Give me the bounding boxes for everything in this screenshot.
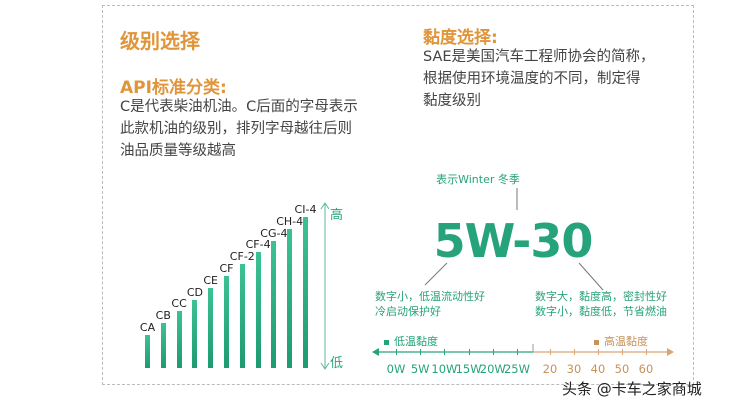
high-number-note: 数字大，黏度高，密封性好 数字小，黏度低，节省燃油: [535, 289, 667, 319]
axis-high-label: 高: [330, 208, 344, 223]
legend-square-icon: [594, 339, 599, 345]
tick-label: 20W: [479, 362, 506, 376]
text-line: 数字大，黏度高，密封性好: [535, 290, 667, 303]
scale-tick: [622, 349, 623, 355]
grade-label: CI-4: [294, 203, 317, 216]
grade-label: CB: [155, 309, 171, 323]
scale-tick: [468, 349, 470, 355]
scale-tick: [420, 349, 422, 355]
tick-label: 10W: [431, 362, 458, 376]
grade-bar: [271, 240, 277, 368]
text-line: 根据使用环境温度的不同，制定得: [423, 71, 641, 87]
watermark: 头条 @卡车之家商城: [562, 380, 702, 398]
text-line: 此款机油的级别，排列字母越往后则: [120, 121, 352, 137]
text-line: 油品质量等级越高: [120, 143, 236, 159]
grade-bar: [160, 323, 166, 368]
legend-label: 低温黏度: [394, 335, 438, 348]
grade-label: CF-2: [229, 250, 255, 264]
tick-label: 40: [590, 362, 606, 376]
sae-description: SAE是美国汽车工程师协会的简称， 根据使用环境温度的不同，制定得 黏度级别: [423, 46, 655, 112]
grade-label: CC: [171, 297, 187, 311]
scale-tick: [492, 349, 494, 355]
axis-low-label: 低: [330, 356, 344, 371]
grade-bar: [145, 335, 150, 368]
scale-tick: [550, 349, 551, 355]
legend-square-icon: [384, 339, 389, 345]
text-line: C是代表柴油机油。C后面的字母表示: [120, 99, 358, 115]
grade-bar: [287, 228, 293, 368]
scale-tick: [517, 349, 518, 355]
text-line: 黏度级别: [423, 93, 481, 109]
grade-label: CF: [219, 262, 234, 275]
grade-label: CH-4: [276, 214, 304, 228]
api-subtitle: API标准分类:: [120, 78, 227, 98]
grade-label: CF-4: [245, 238, 271, 252]
tick-label: 30: [566, 362, 582, 376]
text-line: SAE是美国汽车工程师协会的简称，: [423, 49, 655, 65]
grade-label: CE: [203, 273, 219, 287]
text-line: 数字小，黏度低，节省燃油: [535, 305, 667, 318]
grade-bar: [239, 264, 245, 368]
grade-label: CA: [139, 321, 156, 334]
scale-tick: [574, 349, 575, 355]
low-number-note: 数字小，低温流动性好 冷启动保护好: [375, 289, 485, 319]
tick-label: 25W: [503, 362, 531, 376]
grade-bar: [192, 299, 198, 368]
api-description: C是代表柴油机油。C后面的字母表示 此款机油的级别，排列字母越往后则 油品质量等…: [120, 96, 358, 162]
tick-label: 20: [542, 362, 558, 376]
viscosity-grade-code: 5W-30: [433, 214, 594, 268]
tick-label: 15W: [455, 362, 482, 376]
scale-tick: [646, 349, 647, 355]
grade-label: CG-4: [260, 226, 288, 240]
scale-tick: [396, 349, 397, 355]
quality-axis-arrow: [320, 202, 330, 370]
text-line: 数字小，低温流动性好: [375, 290, 485, 303]
grade-section-title: 级别选择: [120, 29, 200, 53]
grade-bar: [303, 217, 308, 368]
text-line: 冷启动保护好: [375, 305, 441, 318]
tick-label: 5W: [410, 362, 430, 376]
grade-bar: [176, 311, 182, 368]
low-temp-legend: 低温黏度: [384, 334, 438, 349]
viscosity-section-title: 黏度选择:: [423, 28, 498, 48]
tick-label: 50: [614, 362, 630, 376]
grade-label: CD: [186, 285, 203, 299]
grade-bar: [224, 276, 229, 368]
winter-note: 表示Winter 冬季: [436, 173, 520, 186]
tick-label: 60: [638, 362, 654, 376]
scale-tick: [598, 349, 599, 355]
grade-bar: [208, 287, 214, 368]
content-frame: [102, 5, 694, 385]
high-temp-legend: 高温黏度: [594, 334, 648, 349]
scale-tick: [444, 349, 446, 355]
legend-label: 高温黏度: [604, 335, 648, 348]
grade-bar: [255, 252, 261, 368]
tick-label: 0W: [386, 362, 406, 376]
